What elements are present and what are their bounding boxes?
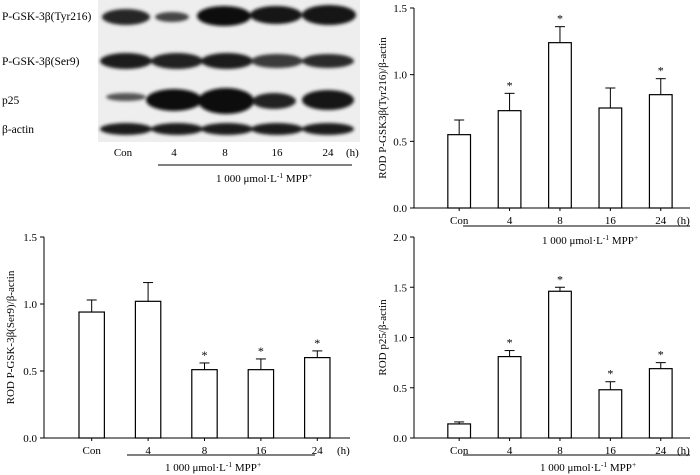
- blot-row-ser9-bands: [100, 53, 354, 69]
- tyr216-treatment-sup: +: [634, 233, 638, 242]
- tyr216-y-tick-label: 0.0: [393, 203, 407, 215]
- ser9-significance-4: *: [314, 336, 320, 350]
- blot-label-p25: p25: [2, 95, 20, 107]
- p25-significance-4: *: [658, 348, 664, 362]
- ser9-treatment-exp: -1: [226, 460, 232, 469]
- blot-lane-24: 24: [323, 147, 335, 159]
- blot-label-tyr216: P-GSK-3β(Tyr216): [2, 11, 92, 23]
- blot-row-actin-bands: [100, 123, 354, 135]
- ser9-bar-1: [134, 300, 162, 439]
- p25-significance-3: *: [607, 367, 613, 381]
- tyr216-significance-2: *: [557, 12, 563, 26]
- tyr216-x-label-1: 4: [507, 215, 513, 227]
- ser9-significance-2: *: [201, 348, 207, 362]
- p25-bar-0: [447, 423, 472, 439]
- tyr216-treatment-label: 1 000 μmol·L-1 MPP+: [542, 233, 638, 247]
- tyr216-y-tick-label: 0.5: [393, 136, 407, 148]
- ser9-y-label: ROD P-GSK-3β(Ser9)/β-actin: [5, 270, 17, 404]
- p25-x-label-4: 24: [655, 445, 667, 457]
- ser9-y-tick-label: 1.0: [23, 299, 37, 311]
- p25-treatment-sup: +: [632, 460, 636, 469]
- p25-y-tick-label: 2.0: [393, 232, 407, 244]
- tyr216-x-label-3: 16: [605, 215, 617, 227]
- ser9-x-unit: (h): [337, 445, 350, 457]
- tyr216-x-label-0: Con: [450, 215, 469, 227]
- tyr216-significance-4: *: [658, 64, 664, 78]
- blot-lane-unit: (h): [346, 147, 359, 159]
- ser9-x-label-4: 24: [312, 445, 324, 457]
- chart-tyr216: 0.0 0.5 1.0 1.5 Con * 4 * 8 16 * 24 (h) 1 000 μmol·L-…: [377, 3, 690, 247]
- chart-p25: 0.0 0.5 1.0 1.5 2.0 Con * 4 * 8 * 16 * 24 (h) 1 000 μmo…: [377, 232, 690, 474]
- ser9-x-label-1: 4: [145, 445, 151, 457]
- ser9-treatment-label: 1 000 μmol·L-1 MPP+: [165, 460, 261, 474]
- p25-treatment-base: 1 000 μmol·L: [540, 462, 601, 474]
- p25-x-label-2: 8: [557, 445, 563, 457]
- ser9-y-tick-label: 0.5: [23, 366, 37, 378]
- tyr216-x-unit: (h): [677, 215, 690, 227]
- ser9-x-label-3: 16: [255, 445, 267, 457]
- ser9-y-tick-label: 0.0: [23, 433, 37, 445]
- tyr216-y-tick-label: 1.0: [393, 70, 407, 82]
- ser9-y-tick-label: 1.5: [23, 232, 37, 244]
- tyr216-bar-1: [497, 110, 522, 209]
- ser9-treatment-tail: MPP: [232, 462, 257, 474]
- p25-x-label-3: 16: [605, 445, 617, 457]
- p25-y-tick-label: 0.5: [393, 383, 407, 395]
- ser9-bar-3: [247, 369, 275, 439]
- p25-significance-2: *: [557, 272, 563, 286]
- ser9-significance-3: *: [258, 344, 264, 358]
- tyr216-bar-2: [548, 42, 572, 209]
- p25-bar-2: [548, 290, 572, 439]
- ser9-x-label-0: Con: [83, 445, 102, 457]
- blot-row-p25-bands: [106, 88, 354, 114]
- p25-y-label: ROD p25/β-actin: [377, 299, 389, 376]
- tyr216-bar-4: [648, 94, 673, 209]
- blot-treatment-label: 1 000 μmol·L-1 MPP+: [216, 171, 312, 185]
- tyr216-x-label-4: 24: [655, 215, 667, 227]
- p25-treatment-tail: MPP: [607, 462, 632, 474]
- blot-lane-16: 16: [272, 147, 284, 159]
- p25-treatment-label: 1 000 μmol·L-1 MPP+: [540, 460, 636, 474]
- tyr216-x-label-2: 8: [557, 215, 563, 227]
- blot-lane-con: Con: [114, 147, 133, 159]
- tyr216-treatment-tail: MPP: [609, 235, 634, 247]
- ser9-bar-0: [78, 311, 105, 439]
- p25-significance-1: *: [507, 336, 513, 350]
- p25-bar-1: [497, 355, 522, 439]
- p25-x-label-0: Con: [450, 445, 469, 457]
- ser9-treatment-base: 1 000 μmol·L: [165, 462, 226, 474]
- p25-y-tick-label: 0.0: [393, 433, 407, 445]
- p25-y-tick-label: 1.5: [393, 282, 407, 294]
- ser9-x-label-2: 8: [202, 445, 208, 457]
- ser9-bar-2: [191, 369, 218, 439]
- chart-ser9: 0.0 0.5 1.0 1.5 Con 4 * 8 * 16 * 24 (h) 1 000 μmol·L-…: [5, 232, 350, 474]
- p25-bar-3: [598, 389, 623, 439]
- ser9-treatment-sup: +: [257, 460, 261, 469]
- tyr216-significance-1: *: [507, 78, 513, 92]
- ser9-bar-4: [303, 357, 331, 439]
- blot-row-tyr216-bands: [102, 5, 356, 26]
- blot-label-ser9: P-GSK-3β(Ser9): [2, 56, 80, 68]
- blot-lane-4: 4: [171, 147, 177, 159]
- tyr216-treatment-exp: -1: [603, 233, 609, 242]
- tyr216-bar-0: [447, 134, 472, 209]
- p25-x-label-1: 4: [507, 445, 513, 457]
- p25-y-tick-label: 1.0: [393, 333, 407, 345]
- tyr216-bar-3: [598, 107, 623, 209]
- tyr216-y-tick-label: 1.5: [393, 3, 407, 15]
- tyr216-treatment-base: 1 000 μmol·L: [542, 235, 603, 247]
- western-blot-panel: P-GSK-3β(Tyr216) P-GSK-3β(Ser9) p25 β-ac…: [2, 0, 360, 185]
- p25-bar-4: [648, 368, 673, 439]
- blot-label-actin: β-actin: [2, 124, 34, 136]
- tyr216-y-label: ROD P-GSK3β(Tyr216)/β-actin: [377, 37, 389, 179]
- p25-treatment-exp: -1: [601, 460, 607, 469]
- blot-lane-8: 8: [222, 147, 228, 159]
- p25-x-unit: (h): [677, 445, 690, 457]
